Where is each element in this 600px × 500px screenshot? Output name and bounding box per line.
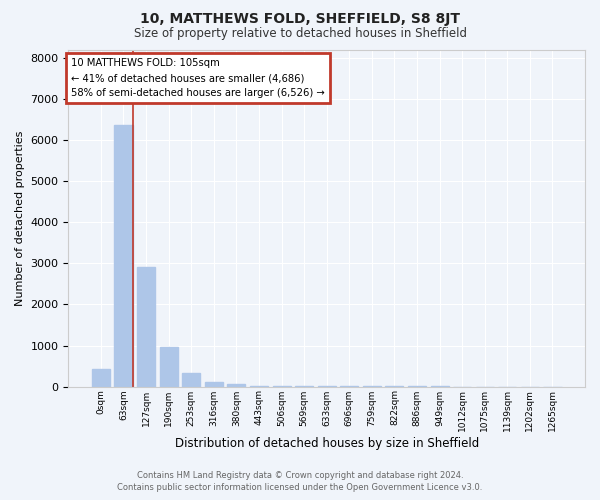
Y-axis label: Number of detached properties: Number of detached properties bbox=[15, 130, 25, 306]
Text: 10 MATTHEWS FOLD: 105sqm
← 41% of detached houses are smaller (4,686)
58% of sem: 10 MATTHEWS FOLD: 105sqm ← 41% of detach… bbox=[71, 58, 325, 98]
Text: Size of property relative to detached houses in Sheffield: Size of property relative to detached ho… bbox=[133, 28, 467, 40]
Bar bbox=[137, 266, 155, 386]
Text: Contains HM Land Registry data © Crown copyright and database right 2024.
Contai: Contains HM Land Registry data © Crown c… bbox=[118, 471, 482, 492]
Bar bbox=[115, 124, 133, 386]
X-axis label: Distribution of detached houses by size in Sheffield: Distribution of detached houses by size … bbox=[175, 437, 479, 450]
Bar bbox=[160, 347, 178, 387]
Bar bbox=[227, 384, 245, 386]
Bar bbox=[205, 382, 223, 386]
Bar bbox=[92, 369, 110, 386]
Text: 10, MATTHEWS FOLD, SHEFFIELD, S8 8JT: 10, MATTHEWS FOLD, SHEFFIELD, S8 8JT bbox=[140, 12, 460, 26]
Bar bbox=[182, 373, 200, 386]
